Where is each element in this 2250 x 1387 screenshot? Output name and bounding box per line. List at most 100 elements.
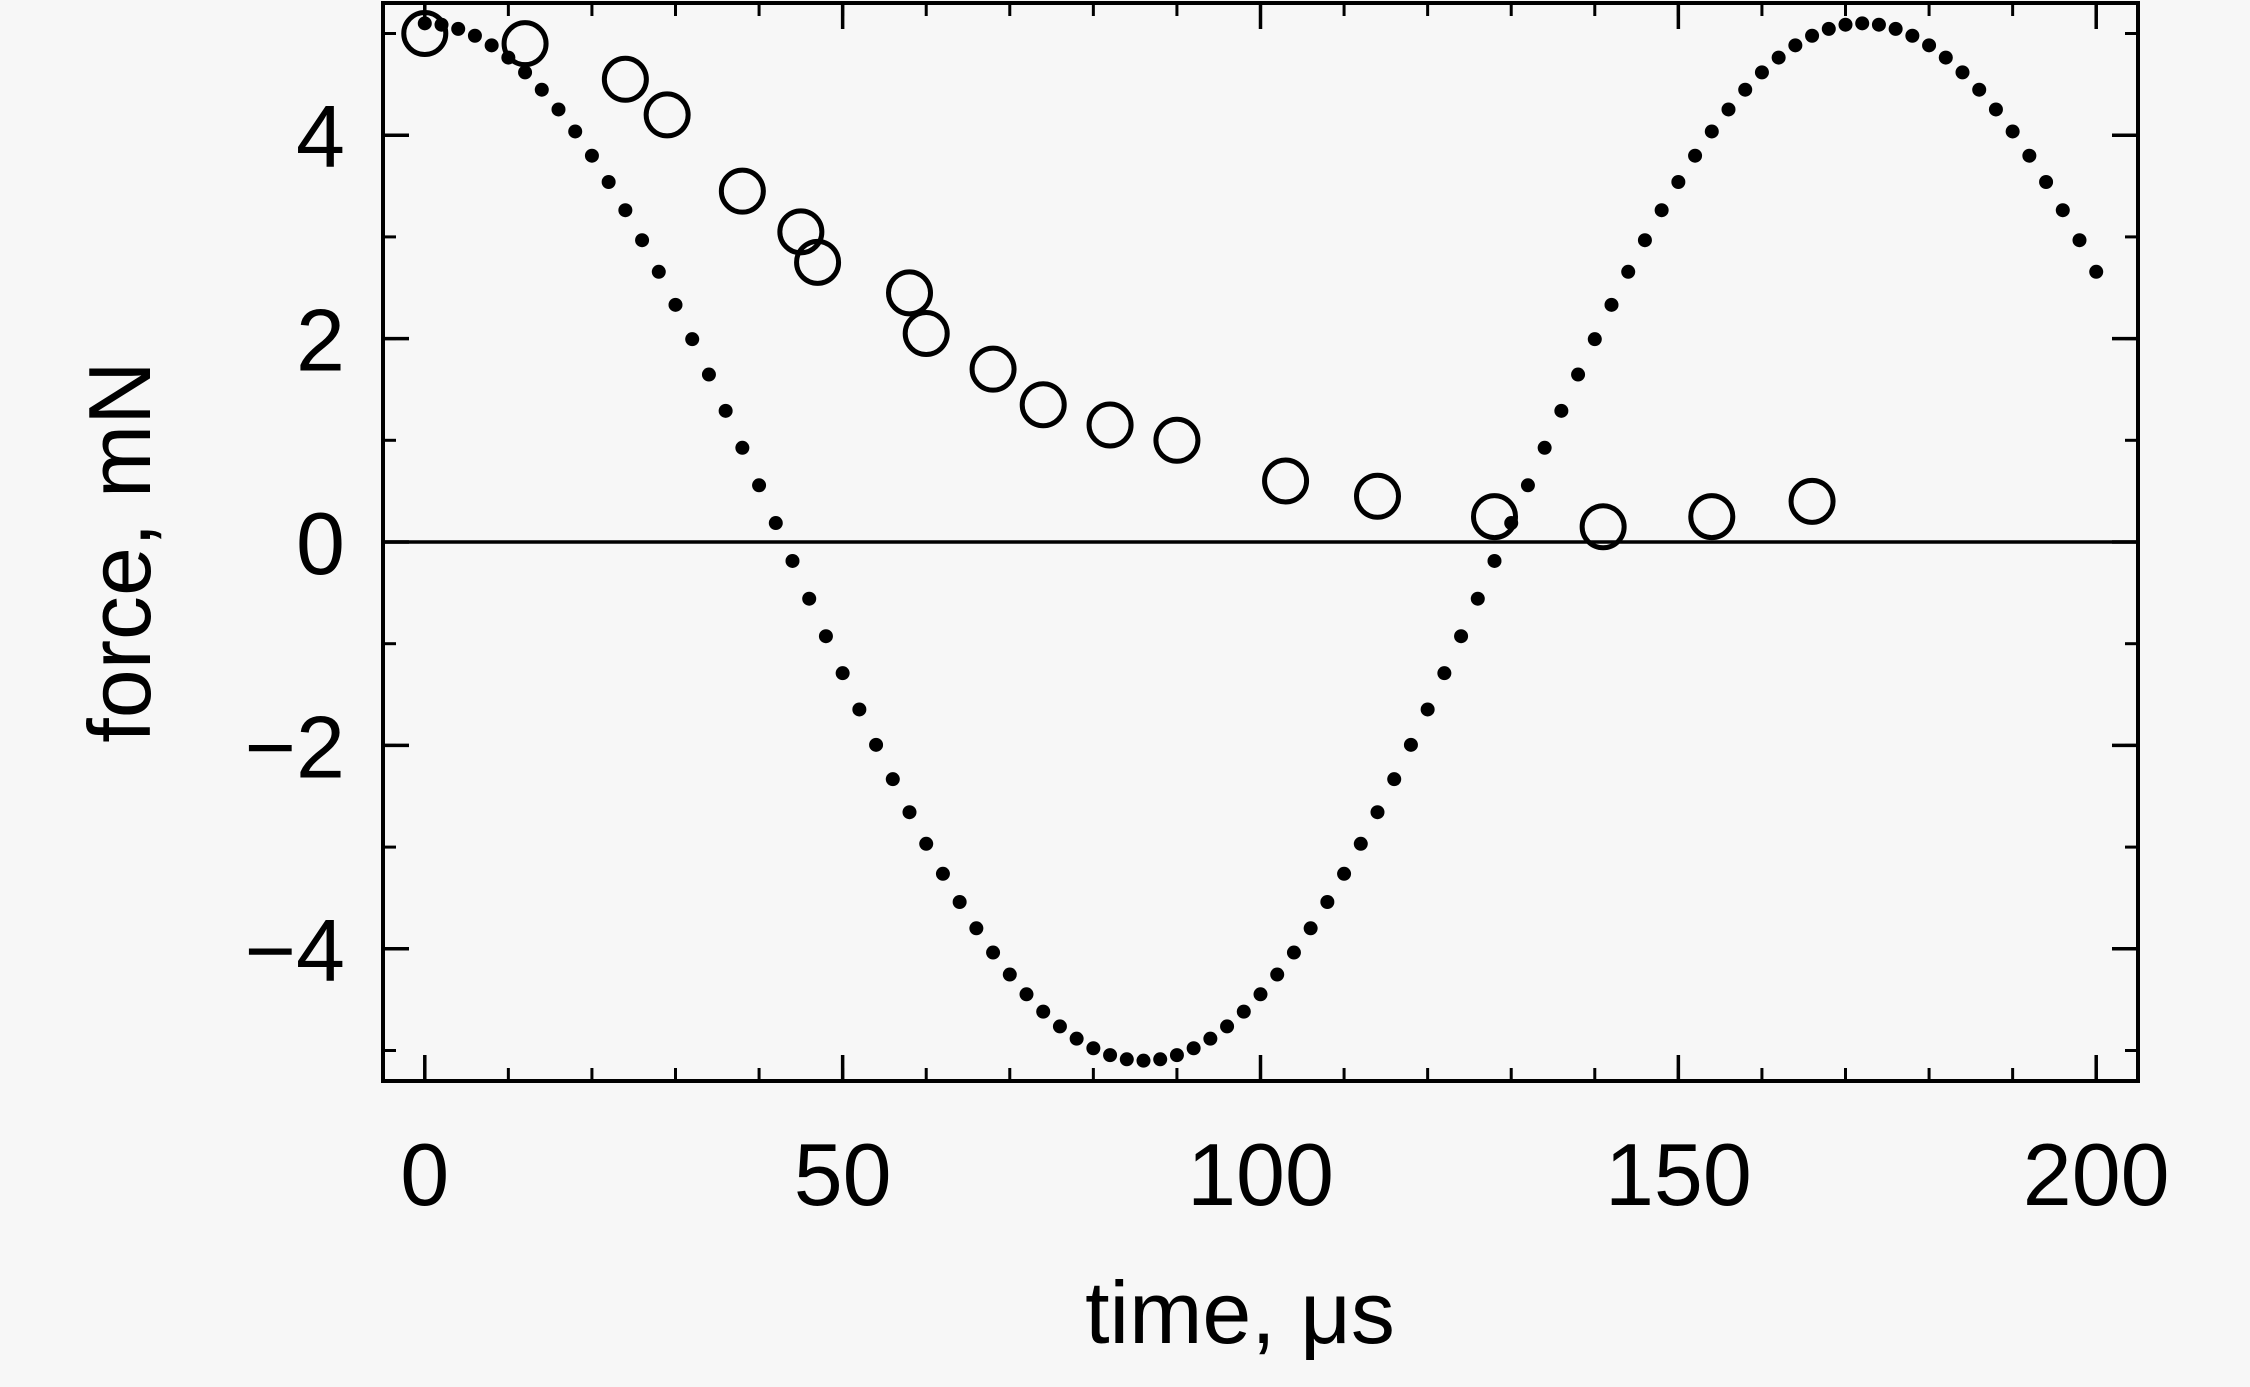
data-point-dot [2055, 203, 2070, 218]
data-point-dot [1922, 38, 1937, 53]
data-point-dot [818, 629, 833, 644]
data-point-circle [1262, 457, 1310, 505]
data-point-circle [902, 310, 950, 358]
data-point-dot [1587, 332, 1602, 347]
data-point-dot [1855, 16, 1870, 31]
data-point-circle [401, 10, 449, 58]
data-point-dot [2039, 175, 2054, 190]
data-point-dot [451, 21, 466, 36]
data-point-dot [952, 894, 967, 909]
data-point-dot [1086, 1041, 1101, 1056]
data-point-dot [1069, 1031, 1084, 1046]
data-point-dot [902, 805, 917, 820]
data-point-dot [635, 233, 650, 248]
data-point-circle [794, 238, 842, 286]
data-point-dot [685, 332, 700, 347]
data-point-dot [601, 175, 616, 190]
data-point-dot [1788, 38, 1803, 53]
data-point-dot [1437, 666, 1452, 681]
data-point-dot [1286, 945, 1301, 960]
data-point-circle [886, 269, 933, 317]
data-point-dot [1838, 17, 1853, 32]
data-point-dot [668, 297, 683, 312]
data-point-dot [1002, 967, 1017, 982]
data-point-dot [1270, 967, 1285, 982]
data-point-dot [1236, 1004, 1251, 1019]
data-point-dot [1470, 591, 1485, 606]
data-point-dot [1654, 203, 1669, 218]
data-point-dot [1637, 233, 1652, 248]
data-point-circle [1471, 493, 1518, 541]
data-point-dot [1036, 1004, 1051, 1019]
data-point-dot [735, 440, 750, 455]
data-point-dot [1136, 1053, 1151, 1068]
data-point-circle [1579, 503, 1627, 551]
data-point-dot [1520, 478, 1535, 493]
data-point-dot [768, 516, 783, 531]
data-point-dot [1821, 21, 1836, 36]
data-point-dot [1353, 836, 1368, 851]
data-point-dot [568, 124, 583, 139]
data-point-dot [1169, 1048, 1184, 1063]
plot-frame [381, 1, 2140, 1083]
data-point-dot [1253, 987, 1268, 1002]
data-point-dot [1052, 1019, 1067, 1034]
data-point-dot [1019, 987, 1034, 1002]
data-point-dot [518, 65, 533, 80]
data-point-dot [2089, 264, 2104, 279]
data-point-dot [869, 737, 884, 752]
data-point-circle [1354, 472, 1401, 520]
x-tick-label: 0 [400, 1125, 449, 1224]
data-point-circle [1019, 381, 1067, 429]
data-point-dot [1888, 21, 1903, 36]
data-point-dot [2022, 148, 2037, 163]
data-point-dot [1604, 297, 1619, 312]
data-point-circle [1153, 416, 1201, 464]
x-tick-label: 50 [794, 1125, 892, 1224]
x-tick-label: 100 [1187, 1125, 1334, 1224]
x-tick-labels: 0 50 100 150 200 [400, 1125, 2169, 1224]
data-point-dot [935, 866, 950, 881]
data-point-dot [467, 28, 482, 43]
data-point-dot [835, 666, 850, 681]
data-point-dot [1420, 702, 1435, 717]
data-point-dot [1871, 17, 1886, 32]
data-point-dot [1337, 866, 1352, 881]
data-point-dot [785, 553, 800, 568]
series-open-circles [401, 10, 1836, 551]
data-point-dot [1571, 367, 1586, 382]
data-point-dot [1303, 921, 1318, 936]
data-point-dot [1754, 65, 1769, 80]
data-point-dot [1688, 148, 1703, 163]
data-point-dot [1537, 440, 1552, 455]
y-tick-labels: −4 −2 0 2 4 [245, 87, 345, 1000]
y-tick-label: 2 [296, 291, 345, 390]
data-point-dot [752, 478, 767, 493]
data-point-dot [1186, 1041, 1201, 1056]
data-point-circle [1788, 477, 1836, 525]
data-point-dot [1554, 403, 1569, 418]
data-point-dot [1454, 629, 1469, 644]
data-point-dot [1704, 124, 1719, 139]
data-point-circle [969, 345, 1017, 393]
data-point-dot [1119, 1052, 1134, 1067]
data-point-dot [1771, 50, 1786, 65]
data-point-dot [1988, 102, 2003, 117]
data-point-dot [1972, 82, 1987, 97]
data-point-dot [484, 38, 499, 53]
data-point-dot [852, 702, 867, 717]
data-point-dot [1671, 175, 1686, 190]
data-point-circle [501, 20, 549, 68]
data-point-dot [651, 264, 666, 279]
data-point-circle [643, 91, 691, 139]
data-point-dot [1955, 65, 1970, 80]
data-point-dot [1621, 264, 1636, 279]
data-point-dot [584, 148, 599, 163]
data-point-circle [718, 167, 766, 215]
data-point-dot [1403, 737, 1418, 752]
data-point-dot [701, 367, 716, 382]
data-point-dot [1203, 1031, 1218, 1046]
y-tick-label: 4 [296, 87, 345, 186]
data-point-dot [1487, 553, 1502, 568]
